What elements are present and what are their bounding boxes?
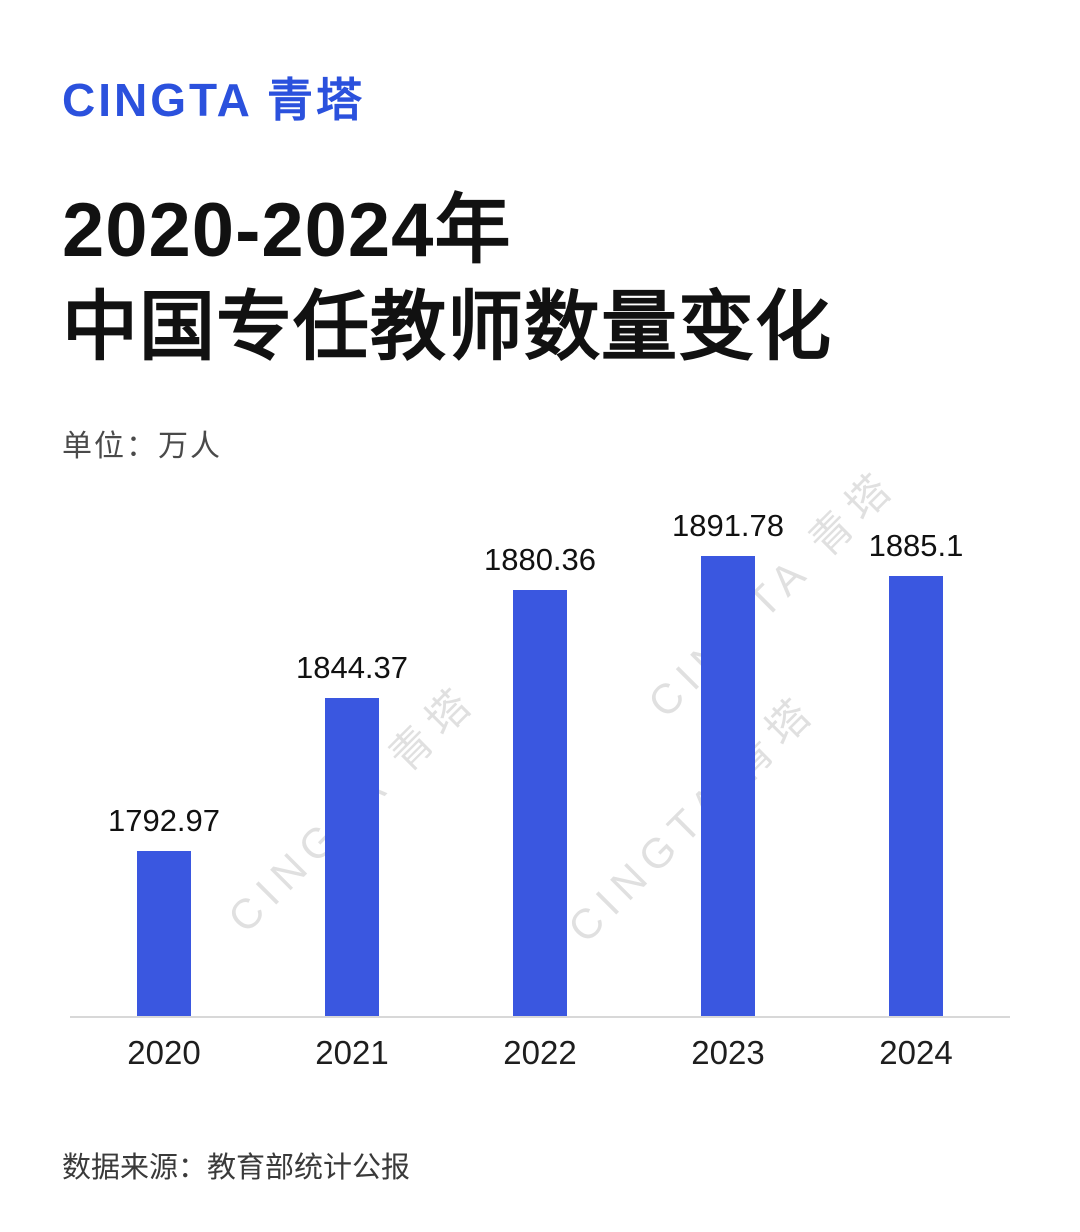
x-axis-labels: 2020 2021 2022 2023 2024	[70, 1034, 1010, 1072]
bar	[325, 697, 379, 1016]
title-line-1: 2020-2024年	[62, 188, 512, 273]
data-source: 数据来源：教育部统计公报	[62, 1151, 411, 1184]
bar-column: 1792.97	[70, 803, 258, 1016]
bar-column: 1880.36	[446, 542, 634, 1016]
bar-value-label: 1844.37	[295, 649, 409, 685]
x-axis-label: 2022	[503, 1033, 577, 1071]
title-line-2: 中国专任教师数量变化	[62, 285, 832, 371]
x-axis-label: 2020	[127, 1033, 201, 1071]
unit-label: 单位：万人	[62, 429, 222, 463]
bar-value-label: 1880.36	[483, 541, 597, 577]
x-axis-label: 2021	[315, 1033, 389, 1071]
cingta-logo: CINGTA 青塔	[62, 74, 365, 126]
bar-column: 1844.37	[258, 650, 446, 1016]
bar-column: 1885.1	[822, 528, 1010, 1016]
bar-chart-columns: 1792.97 1844.37 1880.36 1891.78 1885.1	[70, 508, 1010, 1016]
bar-value-label: 1891.78	[671, 507, 785, 543]
bar	[701, 555, 755, 1016]
bar-chart: CINGTA 青塔 CINGTA 青塔 CINGTA 青塔 1792.97 18…	[0, 459, 1080, 1072]
bar	[137, 850, 191, 1016]
bar-value-label: 1885.1	[868, 527, 964, 563]
x-axis-line	[70, 1015, 1010, 1018]
x-axis-label: 2023	[691, 1033, 765, 1071]
bar	[513, 589, 567, 1016]
bar-value-label: 1792.97	[107, 802, 221, 838]
bar	[889, 575, 943, 1016]
x-axis-label: 2024	[879, 1033, 953, 1071]
bar-column: 1891.78	[634, 508, 822, 1016]
page-title: 2020-2024年 中国专任教师数量变化	[62, 182, 1018, 377]
